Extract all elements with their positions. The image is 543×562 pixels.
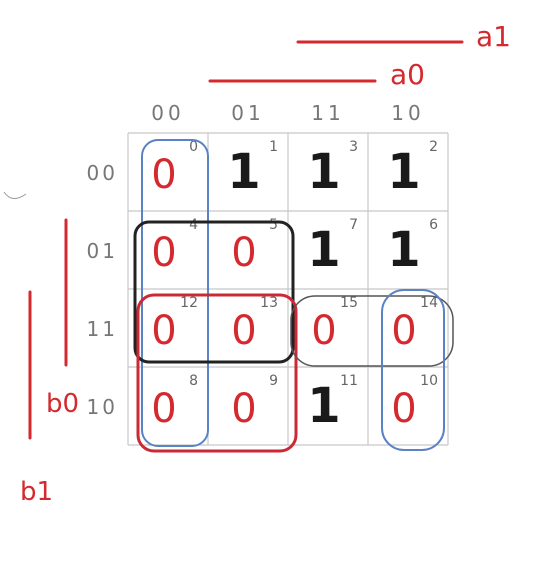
- cell-value: 0: [391, 308, 416, 354]
- cell-index: 12: [180, 295, 198, 311]
- cell-value: 1: [307, 144, 340, 200]
- cell-index: 4: [189, 217, 198, 233]
- cell-index: 10: [420, 373, 438, 389]
- row-header: 10: [87, 395, 118, 419]
- cell-index: 13: [260, 295, 278, 311]
- cell-value: 0: [151, 152, 176, 198]
- cell-index: 6: [429, 217, 438, 233]
- cell-value: 0: [231, 230, 256, 276]
- group-gray-row: [290, 295, 454, 367]
- row-header: 00: [87, 161, 118, 185]
- row-header: 01: [87, 239, 118, 263]
- a0-label: a0: [390, 58, 425, 91]
- cell-value: 0: [151, 308, 176, 354]
- column-header: 00: [151, 101, 184, 125]
- cell-index: 9: [269, 373, 278, 389]
- group-black-block: [133, 220, 295, 364]
- cell-index: 5: [269, 217, 278, 233]
- cell-value: 0: [391, 386, 416, 432]
- cell-index: 15: [340, 295, 358, 311]
- cell-value: 1: [387, 222, 420, 278]
- cell-index: 14: [420, 295, 438, 311]
- cell-index: 2: [429, 139, 438, 155]
- group-blue-column: [141, 139, 209, 447]
- cell-index: 3: [349, 139, 358, 155]
- cell-value: 0: [231, 386, 256, 432]
- group-red-block: [136, 293, 298, 453]
- map-grid: [127, 132, 449, 446]
- group-blue-right: [381, 289, 445, 451]
- column-header: 11: [311, 101, 344, 125]
- cell-value: 1: [387, 144, 420, 200]
- row-header: 11: [87, 317, 118, 341]
- cell-index: 1: [269, 139, 278, 155]
- row-headers: 00 01 11 10: [87, 161, 118, 419]
- b1-label: b1: [20, 477, 53, 507]
- cell-value: 1: [307, 222, 340, 278]
- a1-label: a1: [476, 20, 511, 53]
- column-header: 01: [231, 101, 264, 125]
- column-header: 10: [391, 101, 424, 125]
- cell-index: 7: [349, 217, 358, 233]
- cell-index: 0: [189, 139, 198, 155]
- cell-value: 1: [307, 378, 340, 434]
- cell-value: 0: [151, 230, 176, 276]
- cell-value: 0: [311, 308, 336, 354]
- cell-index: 8: [189, 373, 198, 389]
- b0-label: b0: [46, 389, 79, 419]
- cell-value: 0: [231, 308, 256, 354]
- cell-index: 11: [340, 373, 358, 389]
- column-headers: 00 01 11 10: [151, 101, 424, 125]
- stray-mark: [3, 191, 27, 199]
- cell-value: 0: [151, 386, 176, 432]
- cell-value: 1: [227, 144, 260, 200]
